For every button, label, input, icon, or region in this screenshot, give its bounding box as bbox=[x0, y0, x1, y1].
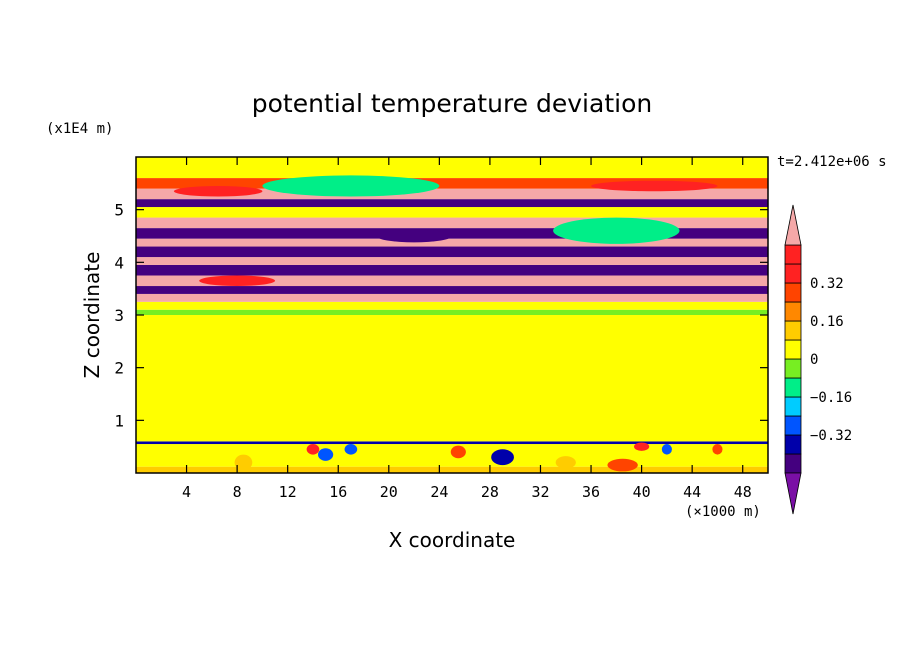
colorbar-bin-1 bbox=[784, 434, 802, 455]
colorbar-tick-label-3: −0.16 bbox=[810, 390, 852, 406]
colorbar-bin-0 bbox=[784, 453, 802, 474]
contour-feature-11 bbox=[450, 445, 466, 459]
y-tick-label-2: 3 bbox=[114, 306, 124, 325]
y-tick-label-3: 4 bbox=[114, 253, 124, 272]
contour-band-19 bbox=[136, 157, 768, 179]
contour-feature-9 bbox=[318, 448, 334, 461]
y-axis: 1 2 3 4 5 bbox=[114, 201, 768, 430]
x-tick-label-0: 4 bbox=[182, 483, 191, 501]
x-axis: 4 8 12 16 20 24 28 32 36 40 44 48 bbox=[182, 157, 752, 501]
contour-band-12 bbox=[136, 238, 768, 247]
contour-feature-8 bbox=[306, 444, 320, 455]
colorbar-extend-min bbox=[784, 472, 802, 515]
contour-feature-14 bbox=[634, 442, 650, 451]
contour-feature-4 bbox=[376, 229, 452, 243]
colorbar-tick-label-4: −0.32 bbox=[810, 428, 852, 444]
contour-feature-12 bbox=[491, 449, 514, 466]
colorbar: 0.32 0.16 0 −0.16 −0.32 bbox=[784, 204, 852, 515]
contour-band-6 bbox=[136, 293, 768, 302]
contour-feature-2 bbox=[262, 175, 440, 197]
contour-feature-15 bbox=[661, 444, 672, 455]
x-tick-label-11: 48 bbox=[734, 483, 752, 501]
x-axis-label: X coordinate bbox=[389, 528, 516, 552]
y-unit-label: (x1E4 m) bbox=[46, 121, 113, 137]
contour-band-16 bbox=[136, 199, 768, 208]
time-label: t=2.412e+06 s bbox=[777, 154, 887, 170]
y-tick-label-1: 2 bbox=[114, 359, 124, 378]
contour-band-17 bbox=[136, 188, 768, 200]
contour-feature-17 bbox=[234, 454, 253, 471]
colorbar-bin-8 bbox=[784, 301, 802, 322]
contour-band-11 bbox=[136, 246, 768, 258]
plot-area bbox=[136, 157, 768, 473]
x-tick-label-9: 40 bbox=[633, 483, 651, 501]
chart-title: potential temperature deviation bbox=[252, 89, 652, 118]
x-tick-label-4: 20 bbox=[380, 483, 398, 501]
contour-band-5 bbox=[136, 301, 768, 310]
colorbar-bin-7 bbox=[784, 320, 802, 341]
contour-band-15 bbox=[136, 207, 768, 218]
contour-band-7 bbox=[136, 286, 768, 294]
contour-feature-16 bbox=[712, 444, 723, 455]
contour-band-4 bbox=[136, 309, 768, 315]
colorbar-bin-6 bbox=[784, 339, 802, 360]
y-axis-label: Z coordinate bbox=[80, 252, 104, 379]
colorbar-bin-9 bbox=[784, 282, 802, 303]
contour-band-9 bbox=[136, 264, 768, 276]
contour-band-2 bbox=[136, 441, 768, 445]
y-tick-label-4: 5 bbox=[114, 201, 124, 220]
colorbar-extend-max bbox=[784, 204, 802, 246]
contour-band-10 bbox=[136, 257, 768, 265]
x-tick-label-1: 8 bbox=[233, 483, 242, 501]
x-tick-label-3: 16 bbox=[329, 483, 347, 501]
contour-band-0 bbox=[136, 466, 768, 473]
contour-feature-6 bbox=[553, 217, 680, 244]
x-tick-label-6: 28 bbox=[481, 483, 499, 501]
x-tick-label-10: 44 bbox=[683, 483, 701, 501]
contour-feature-3 bbox=[591, 180, 718, 192]
contour-band-13 bbox=[136, 228, 768, 239]
contour-feature-7 bbox=[199, 275, 276, 287]
x-tick-label-2: 12 bbox=[279, 483, 297, 501]
x-unit-label: (×1000 m) bbox=[685, 504, 761, 520]
colorbar-bin-11 bbox=[784, 244, 802, 265]
contour-band-18 bbox=[136, 178, 768, 189]
contour-band-8 bbox=[136, 275, 768, 287]
contour-feature-18 bbox=[555, 456, 576, 469]
contour-band-14 bbox=[136, 217, 768, 229]
y-tick-label-0: 1 bbox=[114, 411, 124, 430]
x-tick-label-8: 36 bbox=[582, 483, 600, 501]
contour-feature-0 bbox=[173, 185, 263, 197]
contour-feature-10 bbox=[344, 444, 358, 455]
colorbar-bin-2 bbox=[784, 415, 802, 436]
colorbar-bin-5 bbox=[784, 358, 802, 379]
x-tick-label-7: 32 bbox=[531, 483, 549, 501]
contour-band-3 bbox=[136, 315, 768, 442]
colorbar-tick-label-2: 0 bbox=[810, 352, 818, 368]
colorbar-bin-10 bbox=[784, 263, 802, 284]
colorbar-bin-3 bbox=[784, 396, 802, 417]
x-tick-label-5: 24 bbox=[430, 483, 448, 501]
colorbar-tick-label-0: 0.32 bbox=[810, 276, 844, 292]
contour-feature-13 bbox=[607, 458, 638, 472]
colorbar-tick-label-1: 0.16 bbox=[810, 314, 844, 330]
colorbar-bin-4 bbox=[784, 377, 802, 398]
